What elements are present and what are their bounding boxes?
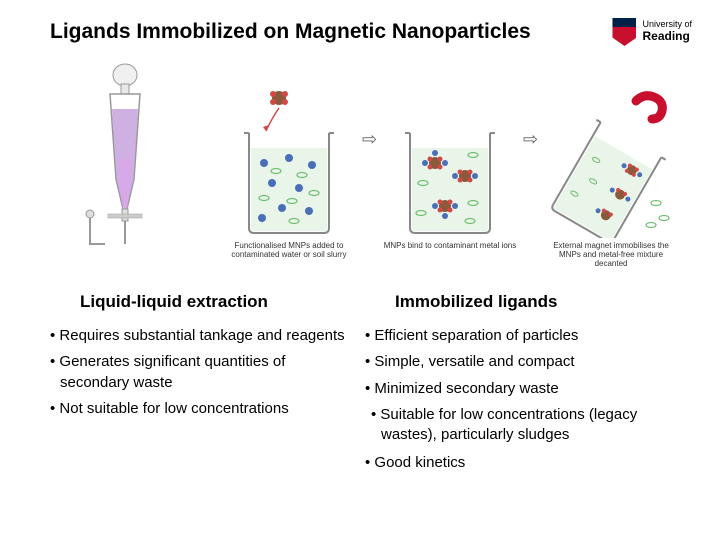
subtitle-row: Liquid-liquid extraction Immobilized lig… bbox=[50, 292, 680, 312]
caption-2: MNPs bind to contaminant metal ions bbox=[384, 242, 517, 264]
right-bullet: • Minimized secondary waste bbox=[365, 379, 668, 399]
right-bullet: • Efficient separation of particles bbox=[365, 326, 668, 346]
arrow-1: ⇨ bbox=[362, 129, 377, 150]
panel-3: External magnet immobilises the MNPs and… bbox=[542, 83, 680, 264]
university-logo: University of Reading bbox=[612, 18, 692, 46]
logo-line2: Reading bbox=[642, 30, 692, 43]
subtitle-right: Immobilized ligands bbox=[395, 292, 680, 312]
separatory-funnel-diagram bbox=[50, 54, 200, 264]
right-column: • Efficient separation of particles • Si… bbox=[365, 326, 680, 480]
logo-text: University of Reading bbox=[642, 20, 692, 43]
diagram-row: Functionalised MNPs added to contaminate… bbox=[50, 54, 680, 274]
left-bullet: • Generates significant quantities of se… bbox=[50, 352, 353, 393]
caption-3: External magnet immobilises the MNPs and… bbox=[542, 242, 680, 264]
comparison-columns: • Requires substantial tankage and reage… bbox=[50, 326, 680, 480]
beaker2-icon bbox=[395, 83, 505, 238]
beaker3-icon bbox=[546, 83, 676, 238]
funnel-icon bbox=[70, 59, 180, 259]
caption-1: Functionalised MNPs added to contaminate… bbox=[220, 242, 358, 264]
right-bullet: • Simple, versatile and compact bbox=[365, 352, 668, 372]
right-bullet: • Good kinetics bbox=[365, 453, 668, 473]
left-bullet: • Not suitable for low concentrations bbox=[50, 399, 353, 419]
process-diagram: Functionalised MNPs added to contaminate… bbox=[220, 54, 680, 264]
subtitle-left: Liquid-liquid extraction bbox=[80, 292, 365, 312]
arrow-2: ⇨ bbox=[523, 129, 538, 150]
right-bullet: • Suitable for low concentrations (legac… bbox=[365, 405, 668, 446]
shield-icon bbox=[612, 18, 636, 46]
beaker1-icon bbox=[234, 83, 344, 238]
panel-1: Functionalised MNPs added to contaminate… bbox=[220, 83, 358, 264]
left-bullet: • Requires substantial tankage and reage… bbox=[50, 326, 353, 346]
slide-title: Ligands Immobilized on Magnetic Nanopart… bbox=[50, 20, 680, 44]
left-column: • Requires substantial tankage and reage… bbox=[50, 326, 365, 480]
panel-2: MNPs bind to contaminant metal ions bbox=[381, 83, 519, 264]
